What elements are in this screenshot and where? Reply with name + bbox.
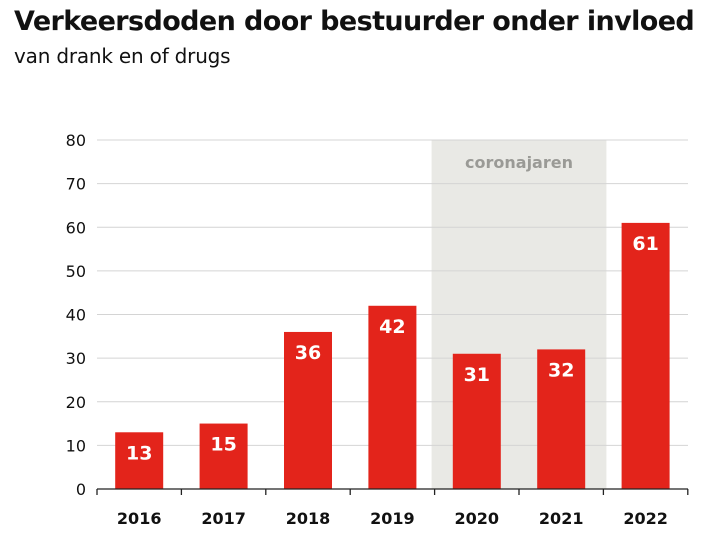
bar — [452, 353, 501, 489]
bar — [284, 331, 332, 489]
data-label: 31 — [464, 364, 490, 386]
data-label: 61 — [632, 233, 658, 255]
chart-subtitle: van drank en of drugs — [14, 44, 231, 68]
y-tick-label: 10 — [66, 436, 86, 455]
bar — [621, 222, 670, 489]
axes — [96, 488, 689, 495]
y-tick-label: 0 — [76, 480, 86, 499]
bar — [537, 349, 586, 489]
x-tick-label: 2017 — [201, 509, 246, 528]
x-tick-label: 2018 — [286, 509, 331, 528]
x-tick-label: 2019 — [370, 509, 415, 528]
data-label: 36 — [295, 342, 321, 364]
y-tick-label: 50 — [66, 262, 86, 281]
x-tick-label: 2016 — [117, 509, 162, 528]
highlight-label: coronajaren — [465, 153, 573, 172]
bars — [115, 222, 670, 489]
y-tick-label: 40 — [66, 306, 86, 325]
data-label: 13 — [126, 442, 152, 464]
y-tick-label: 60 — [66, 218, 86, 237]
x-tick-label: 2020 — [455, 509, 500, 528]
data-label: 15 — [210, 434, 236, 456]
y-tick-label: 80 — [66, 131, 86, 150]
data-label: 42 — [379, 316, 405, 338]
y-tick-label: 70 — [66, 175, 86, 194]
y-tick-label: 20 — [66, 393, 86, 412]
bar — [368, 305, 417, 489]
labels: 0 10 20 30 40 50 60 70 80 13 2016 15 2017 36 2018 42 201… — [66, 131, 668, 528]
chart-title: Verkeersdoden door bestuurder onder invl… — [14, 6, 695, 37]
y-tick-label: 30 — [66, 349, 86, 368]
bar — [115, 432, 164, 489]
data-label: 32 — [548, 359, 574, 381]
bar — [199, 423, 248, 489]
x-tick-label: 2022 — [623, 509, 668, 528]
x-tick-label: 2021 — [539, 509, 584, 528]
